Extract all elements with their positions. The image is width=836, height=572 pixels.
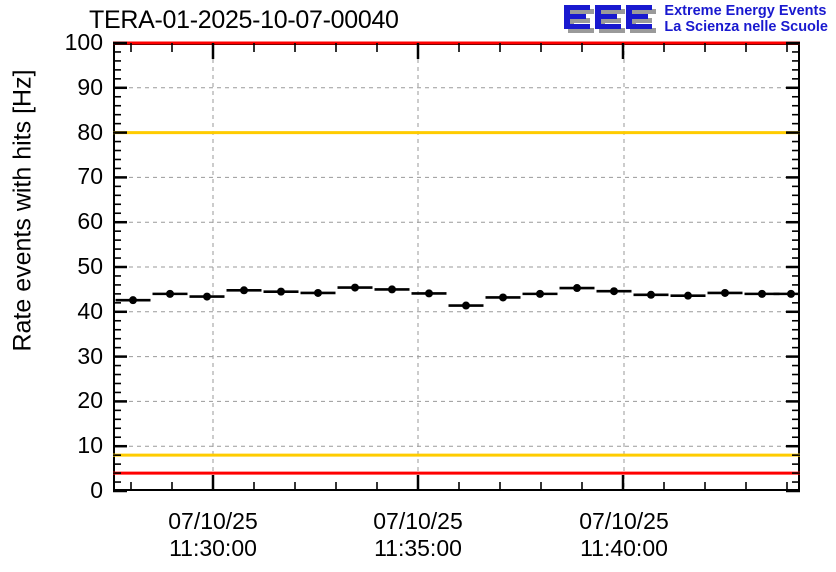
x-tick-label: 07/10/25 11:40:00 xyxy=(534,508,714,562)
y-axis-tick-labels: 0 10 20 30 40 50 60 70 80 90 100 xyxy=(43,0,103,572)
x-tick-label: 07/10/25 11:30:00 xyxy=(123,508,303,562)
y-tick-label: 50 xyxy=(77,253,103,279)
y-tick-label: 80 xyxy=(77,118,103,145)
eee-mark-icon xyxy=(562,3,658,39)
logo-line-1: Extreme Energy Events xyxy=(664,3,827,19)
y-tick-label: 90 xyxy=(77,73,103,100)
x-tick-label-time: 11:35:00 xyxy=(374,534,462,561)
x-tick-label-time: 11:30:00 xyxy=(169,534,257,561)
page-title: TERA-01-2025-10-07-00040 xyxy=(89,6,399,34)
y-tick-label: 0 xyxy=(90,477,103,503)
y-tick-label: 20 xyxy=(77,387,103,414)
x-tick-label-date: 07/10/25 xyxy=(373,508,463,534)
y-tick-label: 100 xyxy=(64,29,103,55)
logo-line-2: La Scienza nelle Scuole xyxy=(664,19,828,36)
logo-caption: Extreme Energy Events La Scienza nelle S… xyxy=(664,3,828,35)
x-tick-label: 07/10/25 11:35:00 xyxy=(328,508,508,562)
x-tick-label-time: 11:40:00 xyxy=(580,534,668,561)
y-tick-label: 70 xyxy=(77,163,103,190)
y-tick-label: 10 xyxy=(77,432,103,459)
y-tick-label: 60 xyxy=(77,208,103,235)
x-tick-label-date: 07/10/25 xyxy=(579,508,669,534)
eee-logo: Extreme Energy Events La Scienza nelle S… xyxy=(562,3,828,39)
y-tick-label: 30 xyxy=(77,342,103,369)
y-tick-label: 40 xyxy=(77,297,103,324)
x-tick-label-date: 07/10/25 xyxy=(168,508,258,534)
